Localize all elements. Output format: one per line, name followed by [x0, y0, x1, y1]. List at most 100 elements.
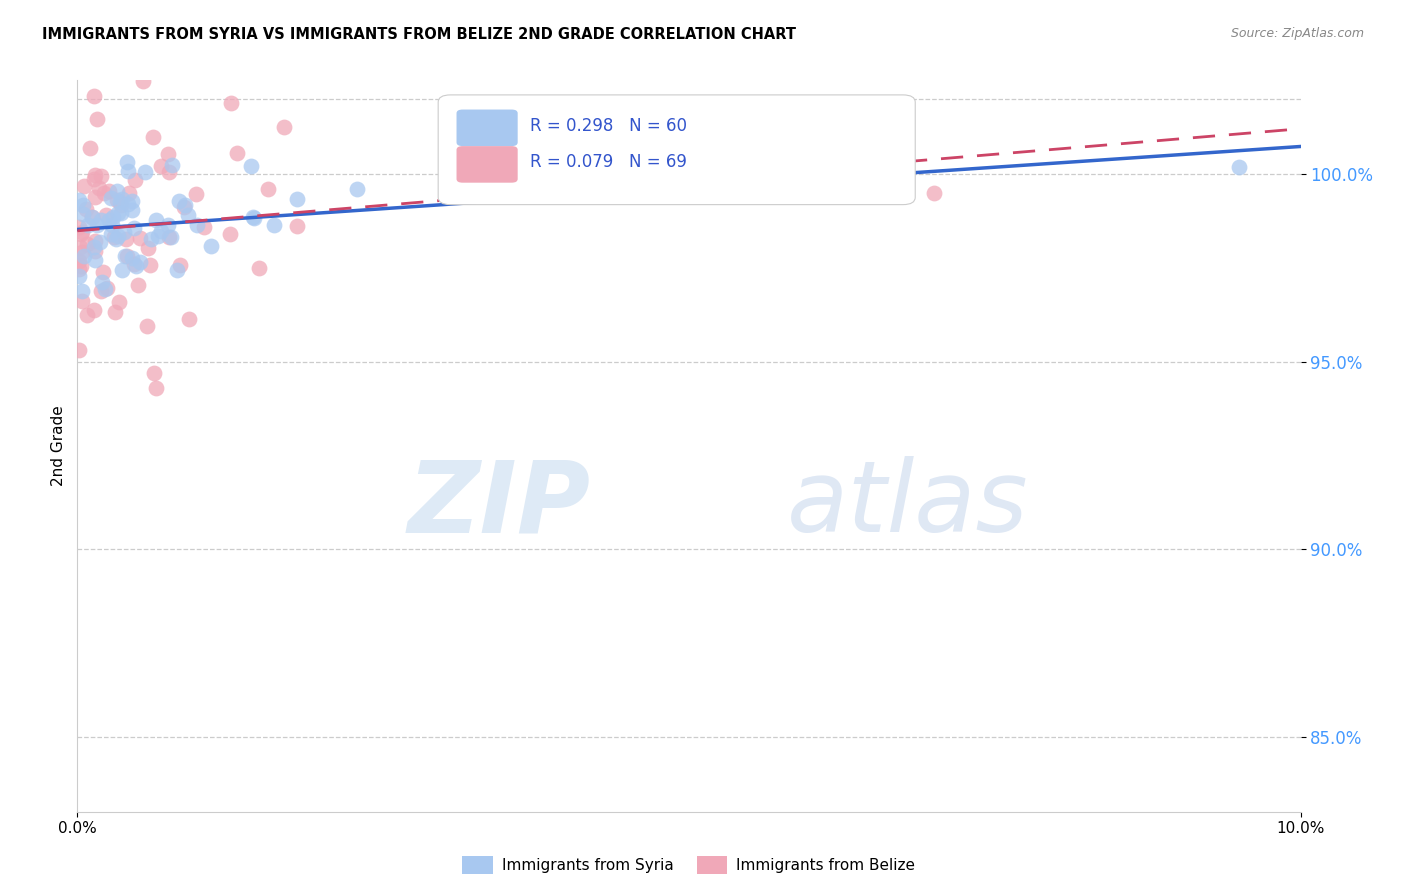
Point — [104, 305, 127, 319]
Point — [100, 227, 122, 242]
Y-axis label: 2nd Grade: 2nd Grade — [51, 406, 66, 486]
Point — [112, 225, 135, 239]
Text: atlas: atlas — [787, 456, 1028, 553]
Point — [83, 302, 105, 317]
Point — [127, 278, 149, 293]
Point — [70, 260, 93, 274]
Point — [111, 263, 134, 277]
Point — [83, 88, 105, 103]
Point — [107, 228, 129, 243]
Point — [169, 258, 191, 272]
Text: R = 0.298   N = 60: R = 0.298 N = 60 — [530, 117, 688, 135]
Point — [149, 224, 172, 238]
Point — [115, 249, 138, 263]
FancyBboxPatch shape — [439, 95, 915, 204]
Point — [200, 239, 222, 253]
Point — [118, 186, 141, 201]
FancyBboxPatch shape — [457, 110, 517, 146]
Point — [136, 318, 159, 333]
Point — [67, 268, 90, 283]
Point — [83, 240, 105, 254]
Point — [173, 198, 195, 212]
Point — [249, 261, 271, 276]
Point — [124, 172, 146, 186]
Text: ZIP: ZIP — [408, 456, 591, 553]
Point — [242, 211, 264, 225]
Point — [139, 258, 162, 272]
Point — [84, 190, 107, 204]
Point — [121, 251, 143, 265]
Point — [141, 232, 163, 246]
Text: Source: ZipAtlas.com: Source: ZipAtlas.com — [1230, 27, 1364, 40]
Point — [131, 74, 153, 88]
Point — [93, 186, 115, 201]
Point — [193, 220, 215, 235]
Point — [86, 112, 108, 127]
Point — [166, 263, 188, 277]
Point — [122, 221, 145, 235]
Point — [79, 141, 101, 155]
Point — [96, 281, 118, 295]
Point — [160, 158, 183, 172]
Point — [145, 381, 167, 395]
Point — [73, 250, 96, 264]
Point — [105, 232, 128, 246]
Point — [128, 255, 150, 269]
Point — [70, 245, 93, 260]
Point — [110, 206, 132, 220]
Point — [83, 172, 105, 186]
Point — [285, 219, 308, 233]
Point — [256, 182, 278, 196]
Point — [186, 218, 208, 232]
Point — [240, 159, 263, 173]
Point — [108, 195, 131, 210]
Point — [122, 257, 145, 271]
Point — [273, 120, 295, 135]
Point — [177, 209, 200, 223]
Point — [1229, 160, 1251, 174]
Point — [121, 203, 143, 218]
Point — [219, 227, 242, 242]
Text: R = 0.079   N = 69: R = 0.079 N = 69 — [530, 153, 686, 171]
Point — [167, 194, 190, 208]
Point — [98, 184, 121, 198]
Point — [98, 212, 121, 227]
Point — [100, 191, 122, 205]
Point — [84, 253, 107, 268]
Point — [107, 206, 129, 220]
Point — [67, 253, 90, 268]
Point — [76, 219, 98, 233]
Point — [72, 285, 94, 299]
Point — [80, 210, 103, 224]
Point — [136, 29, 159, 43]
Point — [156, 147, 179, 161]
Point — [94, 208, 117, 222]
Point — [114, 249, 136, 263]
Point — [148, 228, 170, 243]
Point — [86, 218, 108, 232]
Point — [94, 282, 117, 296]
Point — [134, 164, 156, 178]
Point — [157, 165, 180, 179]
Point — [69, 240, 91, 254]
Point — [121, 194, 143, 209]
Point — [89, 235, 111, 249]
Point — [117, 163, 139, 178]
Point — [70, 227, 93, 241]
Point — [105, 193, 128, 207]
Point — [145, 213, 167, 227]
Point — [76, 236, 98, 251]
Point — [101, 210, 124, 224]
Point — [115, 232, 138, 246]
Point — [186, 187, 208, 202]
Point — [287, 192, 309, 206]
Point — [105, 184, 128, 198]
Point — [84, 168, 107, 182]
Point — [67, 220, 90, 235]
Point — [242, 210, 264, 224]
Point — [70, 293, 93, 308]
Point — [346, 181, 368, 195]
Point — [75, 202, 97, 217]
Point — [67, 194, 90, 208]
FancyBboxPatch shape — [457, 146, 517, 183]
